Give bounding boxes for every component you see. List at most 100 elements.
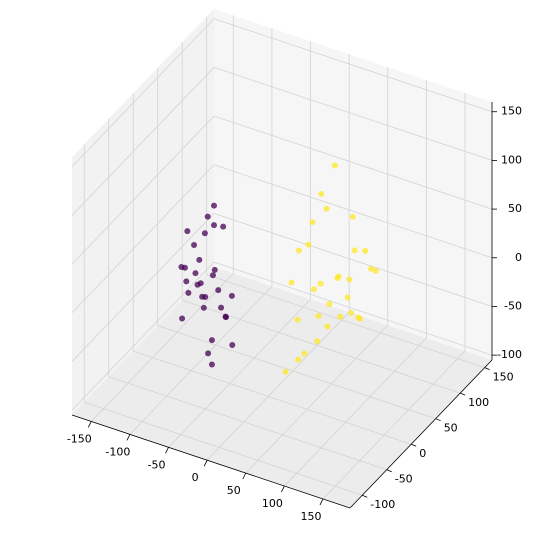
point [317,280,324,287]
z-tick-label: -100 [497,348,522,361]
tick-mark [203,460,208,467]
y-tick-label: 0 [419,447,426,460]
grid-line [84,401,363,496]
grid-line [108,376,387,471]
point [356,315,363,322]
point [184,228,191,235]
grid-line [322,350,466,500]
grid-line [157,325,436,420]
point [200,304,207,311]
z-tick-label: 150 [501,105,522,118]
point [301,350,308,357]
y-tick-label: -50 [395,473,413,486]
point [348,309,355,316]
point [331,162,338,169]
point [282,368,289,375]
point [344,294,351,301]
x-tick-label: 0 [192,471,199,484]
point [211,202,218,209]
grid-line [168,299,311,448]
point [326,301,333,308]
point [305,241,312,248]
tick-mark [460,392,466,396]
point [315,312,322,319]
grid-line [71,213,215,362]
grid-line [71,115,215,265]
point [288,279,295,286]
point [295,356,302,363]
tick-mark [319,498,324,506]
grid-line [71,67,215,216]
tick-mark [386,469,392,473]
tick-mark [484,367,490,371]
point [218,304,225,311]
grid-line [71,164,215,314]
grid-line [213,164,493,259]
point [314,338,321,345]
point [178,263,185,270]
point [351,247,358,254]
point [211,266,218,273]
tick-mark [87,421,92,428]
tick-mark [165,447,169,454]
point [324,323,331,330]
y-tick-label: -100 [370,498,395,511]
point [185,289,192,296]
point [310,286,317,293]
point [309,219,316,226]
point [372,267,379,274]
point [294,316,301,323]
tick-mark [281,485,285,493]
point [220,223,227,230]
point [209,272,216,279]
point [362,247,369,254]
point [196,256,203,263]
tick-mark [411,443,417,447]
point [205,350,212,357]
point [197,280,204,287]
point [211,222,218,229]
grid-line [206,311,350,461]
grid-line [133,350,412,445]
y-tick-label: 100 [468,396,489,409]
z-tick-label: 0 [515,251,522,264]
floor-pane [72,267,492,508]
point [368,265,375,272]
point [179,315,186,322]
point [334,274,341,281]
z-tick-label: 100 [501,153,522,166]
point [202,294,209,301]
tick-mark [126,434,131,441]
grid-line [245,324,389,474]
point [323,205,330,212]
point [215,287,222,294]
grid-line [129,286,273,435]
x-tick-label: 150 [300,510,321,523]
y-tick-label: 150 [493,371,514,384]
point [228,292,235,299]
x-tick-label: 100 [262,497,283,510]
z-tick-label: -50 [504,299,522,312]
point [229,342,236,349]
x-axis-line [71,414,351,509]
grid-line [213,115,493,210]
point [183,278,190,285]
point [349,213,356,220]
grid-line [213,261,493,356]
point [295,247,302,254]
point [346,276,353,283]
tick-mark [362,494,368,498]
tick-mark [435,418,441,422]
point [201,230,208,237]
tick-mark [242,472,247,480]
point [191,242,198,249]
point [337,313,344,320]
grid-line [213,213,493,307]
point [318,190,325,197]
grid-line [91,273,234,422]
point [192,270,199,277]
grid-line [71,18,215,168]
point [222,314,229,321]
grid-line [206,274,485,369]
